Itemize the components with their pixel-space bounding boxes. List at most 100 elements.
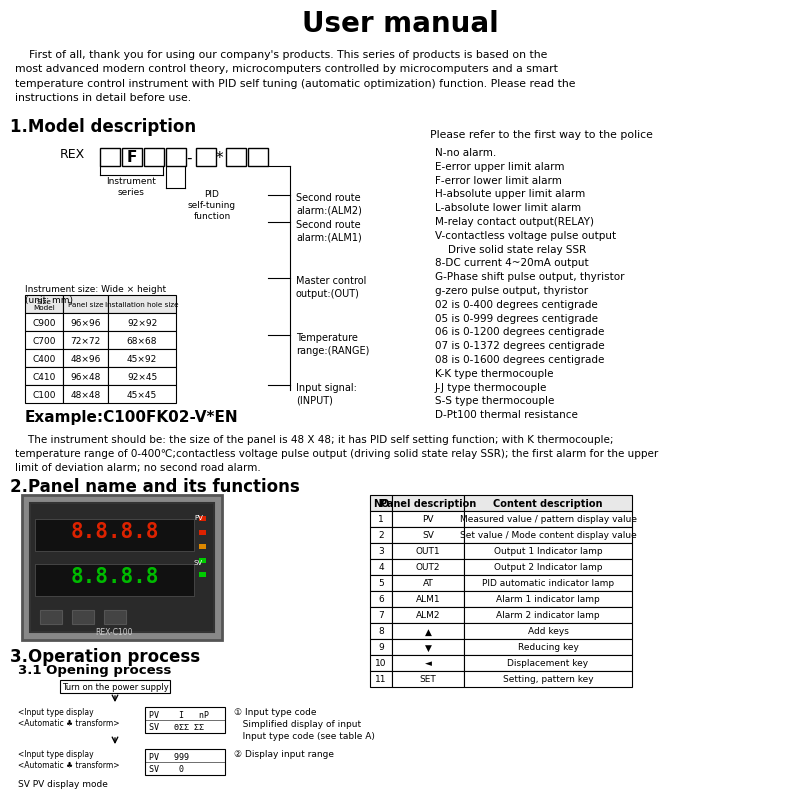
Text: SV   ΘΣΣ ΣΣ: SV ΘΣΣ ΣΣ — [149, 722, 204, 731]
Bar — [464, 623, 632, 639]
Text: 3.Operation process: 3.Operation process — [10, 648, 200, 666]
Text: Setting, pattern key: Setting, pattern key — [502, 675, 594, 685]
Text: Measured value / pattern display value: Measured value / pattern display value — [459, 515, 637, 525]
Text: 48×96: 48×96 — [70, 354, 101, 363]
Text: *: * — [215, 150, 223, 166]
Text: ▲: ▲ — [425, 627, 431, 637]
Text: Example:C100FK02-V*EN: Example:C100FK02-V*EN — [25, 410, 238, 425]
Bar — [464, 639, 632, 655]
Bar — [104, 610, 126, 624]
Bar — [464, 511, 632, 527]
Bar — [392, 591, 464, 607]
Text: 1.Model description: 1.Model description — [10, 118, 196, 136]
Text: 9: 9 — [378, 643, 384, 653]
Text: ALM1: ALM1 — [416, 595, 440, 605]
Bar — [199, 558, 206, 563]
Text: PID automatic indicator lamp: PID automatic indicator lamp — [482, 579, 614, 589]
Bar — [370, 639, 392, 655]
Text: PV   999: PV 999 — [149, 753, 189, 762]
Text: K-K type thermocouple: K-K type thermocouple — [435, 369, 554, 379]
Text: 02 is 0-400 degrees centigrade: 02 is 0-400 degrees centigrade — [435, 300, 598, 310]
Bar — [166, 148, 186, 166]
Bar — [370, 591, 392, 607]
Text: User manual: User manual — [302, 10, 498, 38]
Bar — [25, 349, 63, 367]
Bar — [370, 623, 392, 639]
Text: 06 is 0-1200 degrees centigrade: 06 is 0-1200 degrees centigrade — [435, 327, 604, 338]
Text: C400: C400 — [32, 354, 56, 363]
Bar — [370, 527, 392, 543]
Text: 10: 10 — [375, 659, 386, 669]
Text: Set value / Mode content display value: Set value / Mode content display value — [460, 531, 636, 541]
Bar — [108, 385, 176, 403]
Bar — [25, 331, 63, 349]
Text: Drive solid state relay SSR: Drive solid state relay SSR — [435, 245, 586, 254]
Bar — [464, 575, 632, 591]
Text: Installation hole size: Installation hole size — [105, 302, 179, 308]
Text: H-absolute upper limit alarm: H-absolute upper limit alarm — [435, 190, 586, 199]
Text: Panel description: Panel description — [380, 499, 476, 509]
Text: Second route
alarm:(ALM2): Second route alarm:(ALM2) — [296, 193, 362, 216]
Bar — [63, 295, 108, 313]
Text: REX-C100: REX-C100 — [95, 628, 133, 637]
Text: 6: 6 — [378, 595, 384, 605]
Text: C410: C410 — [32, 373, 56, 382]
Bar — [464, 607, 632, 623]
Bar — [25, 367, 63, 385]
Text: L-absolute lower limit alarm: L-absolute lower limit alarm — [435, 203, 581, 214]
Text: g-zero pulse output, thyristor: g-zero pulse output, thyristor — [435, 286, 588, 296]
Text: 11: 11 — [375, 675, 386, 685]
Bar — [464, 495, 632, 511]
Bar — [464, 591, 632, 607]
Text: ▼: ▼ — [425, 643, 431, 653]
Text: 8.8.8.8: 8.8.8.8 — [70, 522, 158, 542]
Text: PV    I   nP: PV I nP — [149, 710, 209, 719]
Bar — [108, 331, 176, 349]
Text: J-J type thermocouple: J-J type thermocouple — [435, 382, 547, 393]
Text: AT: AT — [422, 579, 434, 589]
Bar — [199, 572, 206, 577]
Bar — [370, 559, 392, 575]
Bar — [392, 543, 464, 559]
Text: SV    0: SV 0 — [149, 765, 184, 774]
Text: 45×92: 45×92 — [127, 354, 157, 363]
Bar — [370, 607, 392, 623]
Bar — [392, 559, 464, 575]
Text: M-relay contact output(RELAY): M-relay contact output(RELAY) — [435, 217, 594, 227]
Text: 05 is 0-999 degrees centigrade: 05 is 0-999 degrees centigrade — [435, 314, 598, 323]
Bar — [108, 349, 176, 367]
Text: Reducing key: Reducing key — [518, 643, 578, 653]
Text: Input signal:
(INPUT): Input signal: (INPUT) — [296, 383, 357, 406]
Text: NO: NO — [373, 499, 389, 509]
Text: Panel size: Panel size — [68, 302, 103, 308]
Text: Output 2 Indicator lamp: Output 2 Indicator lamp — [494, 563, 602, 573]
Bar — [100, 148, 120, 166]
Bar — [370, 511, 392, 527]
Text: Content description: Content description — [494, 499, 602, 509]
Text: 7: 7 — [378, 611, 384, 621]
Text: 07 is 0-1372 degrees centigrade: 07 is 0-1372 degrees centigrade — [435, 341, 605, 351]
Text: First of all, thank you for using our company's products. This series of product: First of all, thank you for using our co… — [15, 50, 575, 103]
Bar — [122, 148, 142, 166]
Bar — [35, 519, 194, 551]
Bar — [108, 313, 176, 331]
Bar — [108, 295, 176, 313]
Text: OUT1: OUT1 — [416, 547, 440, 557]
Text: Add keys: Add keys — [527, 627, 569, 637]
Bar — [464, 559, 632, 575]
Text: Please refer to the first way to the police: Please refer to the first way to the pol… — [430, 130, 653, 140]
Text: F: F — [127, 150, 137, 166]
Bar — [392, 607, 464, 623]
Bar — [392, 511, 464, 527]
Text: 48×48: 48×48 — [70, 390, 101, 399]
Text: D-Pt100 thermal resistance: D-Pt100 thermal resistance — [435, 410, 578, 420]
Text: 08 is 0-1600 degrees centigrade: 08 is 0-1600 degrees centigrade — [435, 355, 604, 365]
Text: 92×45: 92×45 — [127, 373, 157, 382]
Bar — [392, 623, 464, 639]
Bar — [392, 655, 464, 671]
Text: 68×68: 68×68 — [126, 337, 158, 346]
Text: PV: PV — [194, 515, 203, 521]
Text: SV: SV — [194, 560, 203, 566]
Text: Alarm 2 indicator lamp: Alarm 2 indicator lamp — [496, 611, 600, 621]
Bar — [145, 749, 225, 775]
